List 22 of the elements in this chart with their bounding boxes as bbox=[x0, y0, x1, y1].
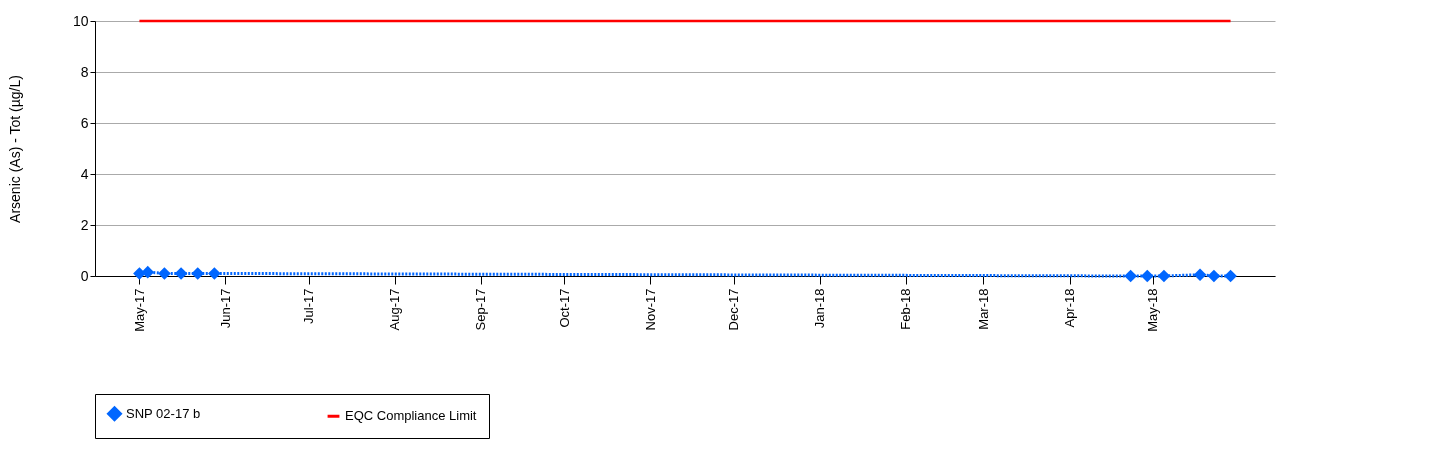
x-tick-label: May-18 bbox=[1145, 288, 1161, 332]
y-tick-label: 2 bbox=[80, 216, 89, 233]
x-tick-label: Sep-17 bbox=[473, 288, 489, 331]
x-tick-label: Dec-17 bbox=[726, 288, 742, 331]
x-tick-label: Apr-18 bbox=[1062, 288, 1078, 328]
y-tick-label: 6 bbox=[80, 114, 89, 131]
x-tick-label: May-17 bbox=[131, 288, 147, 332]
x-tick-label: Jun-17 bbox=[217, 288, 233, 329]
y-tick-label: 0 bbox=[80, 267, 89, 284]
y-axis-title: Arsenic (As) - Tot (µg/L) bbox=[6, 75, 23, 223]
x-tick-label: Feb-18 bbox=[898, 288, 914, 330]
legend-label: SNP 02-17 b bbox=[126, 405, 201, 421]
x-tick-label: Mar-18 bbox=[975, 288, 991, 330]
y-tick-label: 8 bbox=[80, 63, 89, 80]
x-tick-label: Nov-17 bbox=[642, 288, 658, 331]
x-tick-label: Jul-17 bbox=[301, 288, 317, 324]
x-tick-label: Aug-17 bbox=[387, 288, 403, 331]
x-tick-label: Oct-17 bbox=[556, 288, 572, 328]
y-tick-label: 10 bbox=[72, 12, 89, 29]
y-tick-label: 4 bbox=[80, 165, 89, 182]
x-tick-label: Jan-18 bbox=[812, 288, 828, 329]
legend-label: EQC Compliance Limit bbox=[345, 408, 477, 424]
